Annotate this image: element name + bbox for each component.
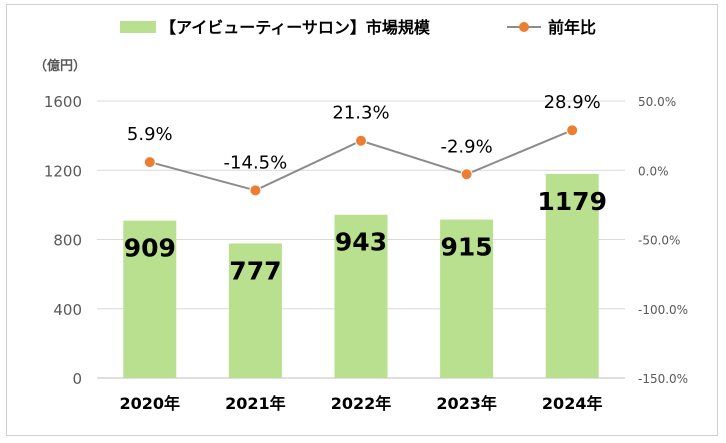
bar [545,173,599,378]
data-labels: 909 777 943 915 1179 5.9% -14.5% 21.3% -2.9% 28.9… [124,92,607,285]
x-tick-label: 2021年 [225,394,286,413]
x-tick-label: 2020年 [120,394,181,413]
bar [123,220,177,378]
left-tick-label: 0 [72,370,82,388]
line-value-label: 28.9% [544,92,601,113]
left-tick-label: 400 [53,301,82,319]
legend-bar-label: 【アイビューティーサロン】市場規模 [160,18,431,37]
line-value-label: 5.9% [127,124,173,145]
bar-value-label: 915 [441,233,493,262]
line-point [355,134,367,147]
line-point [143,156,156,169]
right-tick-label: -50.0% [638,234,680,248]
bar-series [123,173,599,378]
legend-line-label: 前年比 [548,18,596,37]
right-tick-label: -150.0% [638,372,688,386]
axes: 0 400 800 1200 1600 -150.0% -100.0% -50.0% 0.0% 5… [34,58,688,413]
bar-value-label: 943 [335,228,387,257]
right-tick-label: 0.0% [638,164,669,178]
legend-line-marker [519,22,529,32]
x-tick-label: 2023年 [436,394,497,413]
bar [334,214,388,378]
legend: 【アイビューティーサロン】市場規模 前年比 [120,18,596,37]
line-point [249,184,262,197]
line-series [143,124,579,197]
line-value-label: 21.3% [332,103,389,124]
line-value-label: -2.9% [440,136,492,157]
x-tick-label: 2024年 [542,394,603,413]
bar [440,219,494,378]
left-tick-label: 1600 [44,93,82,111]
line-point [566,124,579,137]
right-tick-label: 50.0% [638,95,676,109]
bar-value-label: 777 [229,256,281,285]
left-tick-label: 1200 [44,162,82,180]
line-value-label: -14.5% [224,152,288,173]
bar-value-label: 1179 [537,187,607,216]
bar [228,243,282,378]
right-tick-label: -100.0% [638,303,688,317]
unit-label: （億円） [34,58,86,74]
left-tick-label: 800 [53,232,82,250]
bar-value-label: 909 [124,234,176,263]
x-tick-label: 2022年 [331,394,392,413]
line-point [460,168,473,181]
legend-bar-swatch [120,21,156,33]
